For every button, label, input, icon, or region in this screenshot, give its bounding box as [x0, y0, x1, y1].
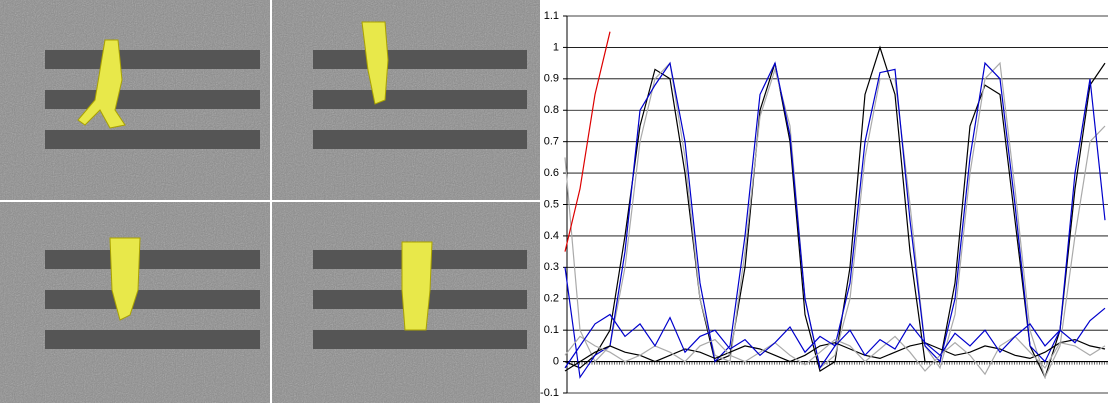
photo	[272, 0, 540, 200]
y-tick-label: 0.3	[544, 261, 559, 273]
data-line	[564, 307, 1106, 369]
photo	[0, 202, 270, 403]
y-tick-label: 0.9	[544, 73, 559, 85]
y-tick-label: 1	[553, 41, 559, 53]
y-tick-label: 0	[553, 355, 559, 367]
data-line	[564, 61, 1106, 379]
data-line	[564, 45, 1106, 379]
y-tick-label: 0.1	[544, 324, 559, 336]
photo-panels	[0, 0, 540, 403]
y-tick-label: 1.1	[544, 10, 559, 22]
data-line	[564, 338, 1106, 372]
y-tick-label: 0.2	[544, 293, 559, 305]
y-tick-label: 0.5	[544, 198, 559, 210]
y-tick-label: 0.4	[544, 230, 559, 242]
chart: -0.1 0 0.1 0.2 0.3 0.4 0.5 0.6 0.7 0.8 0.9 1 1.1	[540, 10, 1108, 399]
y-tick-label: 0.7	[544, 136, 559, 148]
data-line	[564, 31, 611, 252]
y-tick-label: 0.6	[544, 167, 559, 179]
y-tick-label: 0.8	[544, 104, 559, 116]
photo	[0, 0, 270, 200]
y-tick-label: -0.1	[540, 387, 559, 399]
photo	[272, 202, 540, 403]
